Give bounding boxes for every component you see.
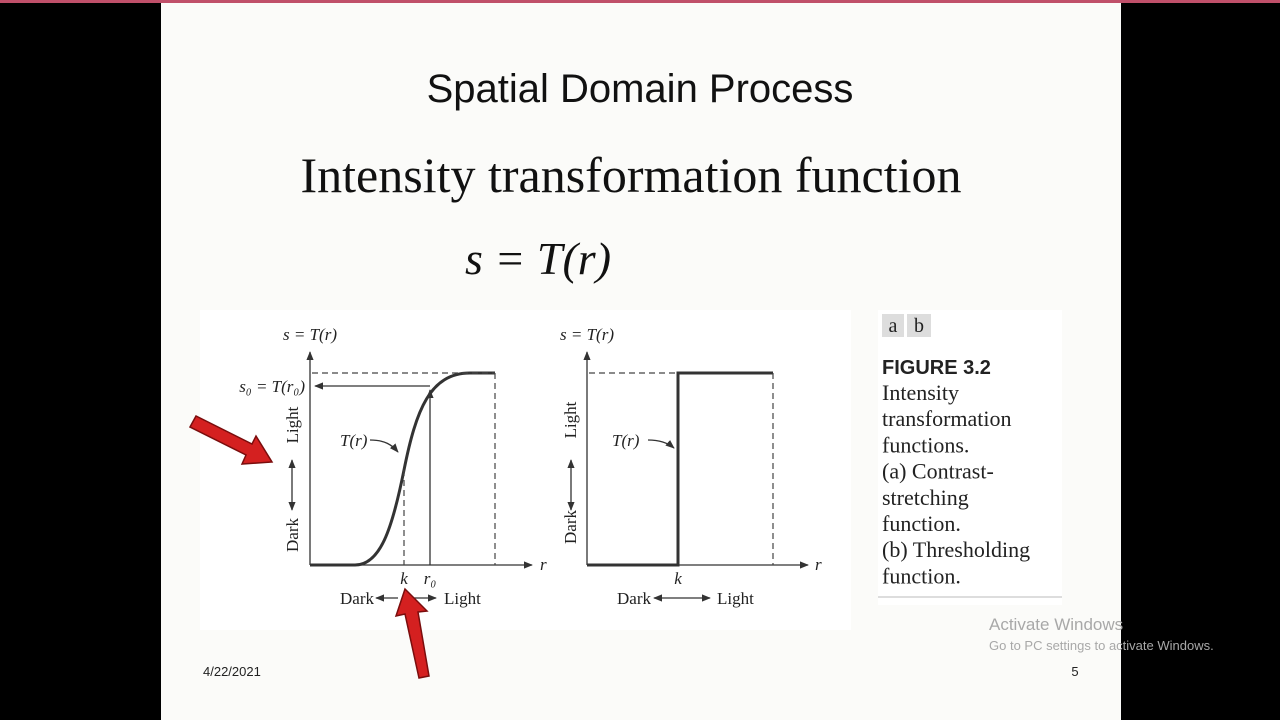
- figure-label: FIGURE 3.2: [882, 357, 991, 379]
- formula: s = T(r): [465, 233, 611, 284]
- k-label: k: [400, 569, 408, 588]
- x-light-label: Light: [444, 589, 481, 608]
- caption-panel: [878, 310, 1062, 605]
- r0-label: r₀: [424, 569, 437, 588]
- red-arrow: [188, 415, 274, 465]
- caption-line: Intensity: [882, 380, 959, 405]
- caption-line: (b) Thresholding: [882, 537, 1030, 562]
- tag-box: [907, 314, 931, 337]
- left-graph: [288, 351, 533, 602]
- caption-line: transformation: [882, 406, 1012, 431]
- curve-label: T(r): [612, 431, 640, 450]
- dark-label: Dark: [561, 510, 580, 544]
- x-light-label: Light: [717, 589, 754, 608]
- caption-line: function.: [882, 563, 961, 588]
- r-label: r: [540, 555, 547, 574]
- y-axis-label: s = T(r): [283, 325, 337, 344]
- slide-title: Spatial Domain Process: [427, 67, 854, 111]
- watermark-subtitle: Go to PC settings to activate Windows.: [989, 638, 1214, 653]
- caption-line: function.: [882, 511, 961, 536]
- red-arrow: [394, 587, 430, 679]
- caption-line: (a) Contrast-: [882, 459, 994, 484]
- k-label: k: [674, 569, 682, 588]
- x-dark-label: Dark: [617, 589, 651, 608]
- top-bar: [0, 0, 1280, 3]
- figure-panel: [200, 310, 851, 630]
- light-label: Light: [561, 401, 580, 438]
- right-graph: [567, 351, 809, 602]
- dark-label: Dark: [283, 518, 302, 552]
- subtitle: Intensity transformation function: [301, 147, 962, 203]
- s0-label: s₀ = T(r₀): [239, 377, 305, 396]
- r-label: r: [815, 555, 822, 574]
- light-label: Light: [283, 406, 302, 443]
- y-axis-label: s = T(r): [560, 325, 614, 344]
- curve-label: T(r): [340, 431, 368, 450]
- x-dark-label: Dark: [340, 589, 374, 608]
- watermark-title: Activate Windows: [989, 615, 1123, 634]
- tag-b: b: [914, 315, 924, 337]
- tag-a: a: [889, 315, 898, 337]
- date: 4/22/2021: [203, 664, 261, 679]
- caption-line: stretching: [882, 485, 969, 510]
- page-number: 5: [1071, 664, 1078, 679]
- tag-box: [882, 314, 904, 337]
- caption-line: functions.: [882, 432, 969, 457]
